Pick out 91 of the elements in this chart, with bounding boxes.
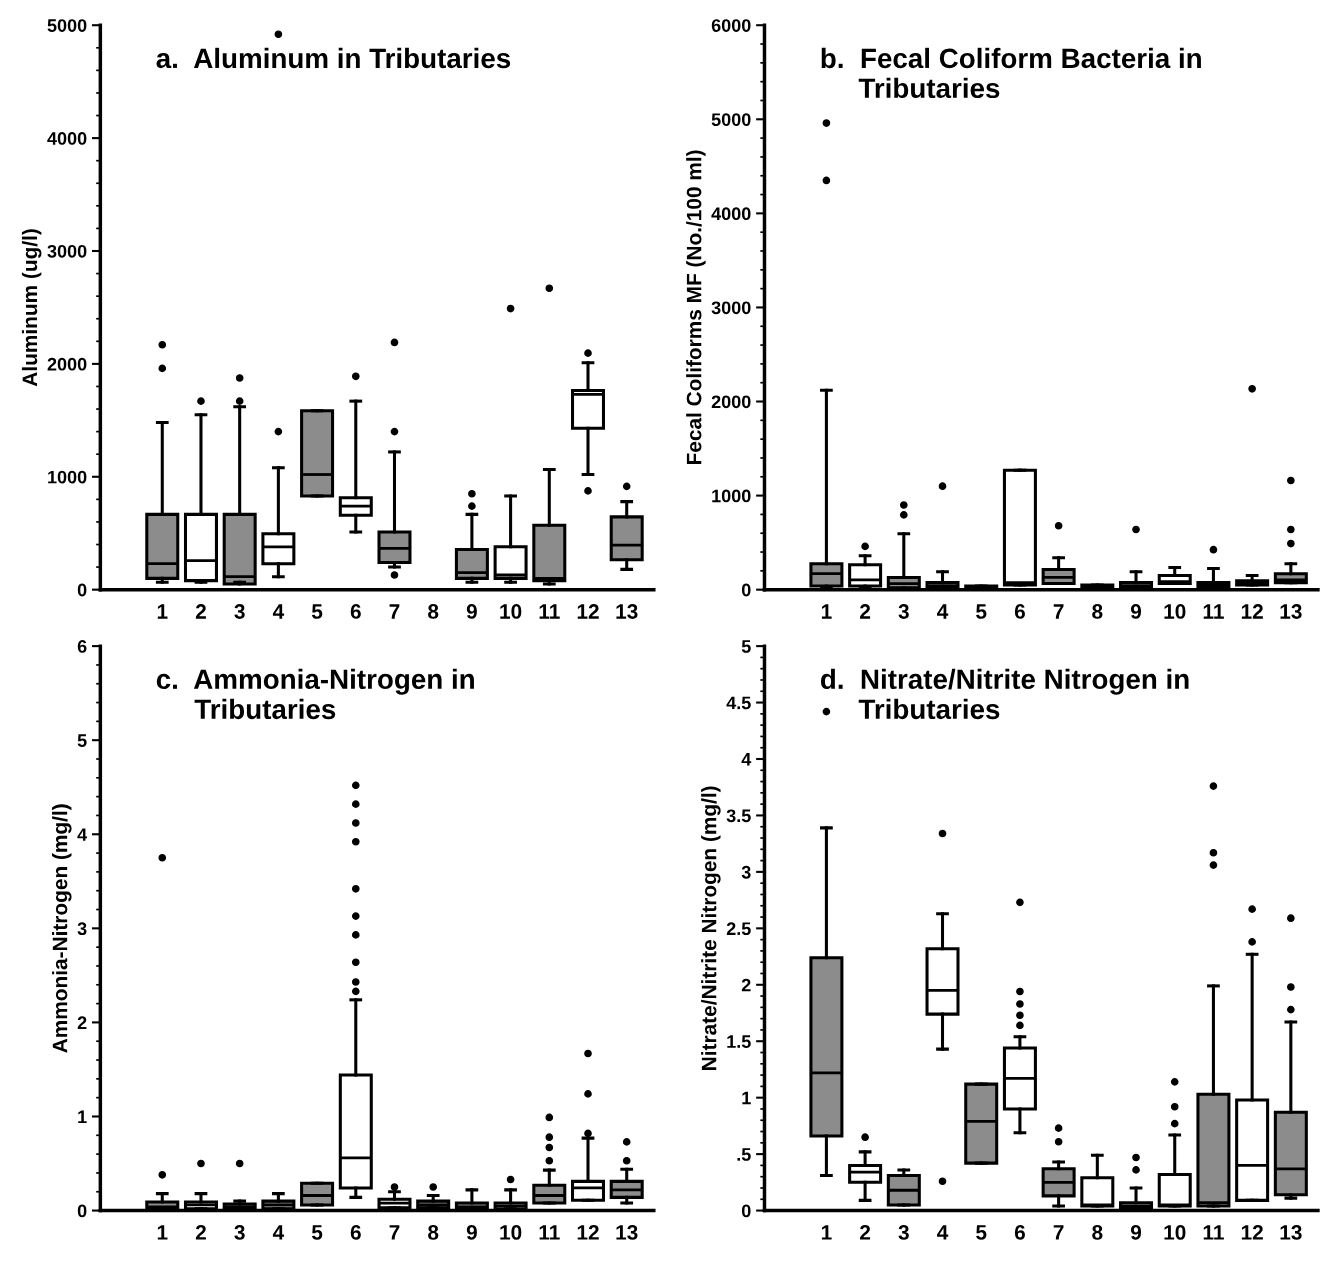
x-tick-label: 9: [1130, 604, 1142, 619]
x-tick-label: 2: [860, 1225, 871, 1240]
x-tick-label: 9: [466, 1225, 477, 1240]
y-tick-label: 4000: [47, 132, 87, 145]
x-tick-label: 6: [1014, 1225, 1025, 1240]
x-tick-label: 4: [937, 1225, 949, 1240]
x-tick-label: 4: [937, 604, 949, 619]
y-tick-label: 1000: [712, 489, 751, 503]
x-tick-label: 13: [1280, 1225, 1302, 1240]
x-tick-label: 8: [1092, 1225, 1103, 1240]
x-tick-label: 8: [428, 604, 439, 619]
x-tick-label: 2: [860, 604, 871, 619]
x-tick-label: 10: [500, 1225, 522, 1240]
y-tick-label: 2000: [711, 395, 751, 409]
x-tick-label: 3: [898, 604, 909, 619]
x-tick-label: 4: [272, 1225, 285, 1240]
x-tick-label: 5: [976, 604, 987, 619]
y-tick-label: 3: [77, 922, 87, 936]
x-tick-label: 6: [1014, 604, 1025, 619]
x-tick-label: 5: [311, 604, 323, 619]
x-tick-label: 12: [577, 1225, 599, 1240]
x-tick-label: 11: [539, 1225, 560, 1240]
x-tick-label: 6: [350, 604, 361, 619]
y-tick-label: 5000: [47, 19, 87, 32]
x-tick-label: 11: [1203, 1225, 1224, 1240]
y-tick-label: 2: [77, 1016, 87, 1029]
y-tick-label: 0: [77, 1204, 87, 1218]
y-tick-label: 4.5: [726, 696, 751, 710]
x-tick-label: 13: [616, 1225, 638, 1240]
y-tick-label: 4: [741, 753, 752, 766]
y-tick-label: 5: [77, 734, 87, 747]
x-tick-label: 5: [311, 1225, 323, 1240]
x-tick-label: 1: [821, 604, 832, 619]
x-tick-label: 8: [428, 1225, 439, 1240]
y-axis-title: Nitrate/Nitrite Nitrogen (mg/l): [701, 786, 721, 1070]
text: c. Ammonia-Nitrogen in Tributaries: [156, 668, 474, 720]
y-tick-label: 2: [741, 978, 751, 992]
y-tick-label: 3: [741, 865, 751, 879]
x-tick-label: 1: [157, 604, 168, 619]
x-tick-label: 5: [976, 1225, 987, 1240]
x-tick-label: 11: [539, 604, 560, 619]
y-axis-title: Fecal Coliforms MF (No./100 ml): [686, 150, 706, 465]
x-tick-label: 12: [1241, 604, 1263, 619]
x-tick-label: 7: [389, 1225, 400, 1240]
x-tick-label: 6: [350, 1225, 361, 1240]
x-tick-label: 1: [821, 1225, 832, 1240]
x-tick-label: 2: [195, 604, 206, 619]
x-tick-label: 10: [500, 604, 522, 619]
x-tick-label: 7: [1053, 1225, 1064, 1240]
y-tick-label: 2.5: [726, 922, 751, 936]
y-tick-label: 5: [741, 640, 751, 653]
x-tick-label: 12: [577, 604, 599, 619]
y-tick-label: 3.5: [726, 809, 751, 823]
x-tick-label: 11: [1203, 604, 1224, 619]
y-tick-label: 3000: [711, 301, 751, 315]
x-tick-label: 8: [1092, 604, 1103, 619]
y-tick-label: 1.5: [727, 1035, 751, 1048]
x-tick-label: 3: [898, 1225, 909, 1240]
x-tick-label: 10: [1164, 604, 1186, 619]
x-tick-label: 12: [1241, 1225, 1263, 1240]
text: b. Fecal Coliform Bacteria in Tributaries: [821, 47, 1201, 99]
y-tick-label: 6000: [711, 19, 751, 32]
y-tick-label: 2000: [47, 357, 87, 371]
y-axis-title: Ammonia-Nitrogen (mg/l): [52, 804, 72, 1053]
y-tick-label: 0: [741, 1204, 751, 1218]
x-tick-label: 1: [157, 1225, 168, 1240]
x-tick-label: 9: [1130, 1225, 1142, 1240]
x-tick-label: 9: [466, 604, 477, 619]
text: d. Nitrate/Nitrite Nitrogen in Tributaries: [820, 668, 1189, 720]
x-tick-label: 13: [1280, 604, 1302, 619]
x-tick-label: 7: [1053, 604, 1064, 619]
y-tick-label: 4000: [711, 207, 751, 221]
y-tick-label: 3000: [47, 244, 87, 258]
x-tick-label: 10: [1164, 1225, 1186, 1240]
y-tick-label: 0: [77, 583, 87, 597]
text: a. Aluminum in Tributaries: [156, 47, 511, 69]
y-tick-label: .5: [737, 1148, 751, 1161]
y-tick-label: 6: [77, 640, 87, 653]
x-tick-label: 7: [389, 604, 400, 619]
x-tick-label: 3: [234, 1225, 245, 1240]
x-tick-label: 3: [234, 604, 245, 619]
y-tick-label: 1: [78, 1110, 87, 1124]
x-tick-label: 4: [272, 604, 285, 619]
x-tick-label: 13: [616, 604, 638, 619]
y-axis-title: Aluminum (ug/l): [21, 229, 42, 387]
y-tick-label: 4: [77, 828, 88, 841]
y-tick-label: 0: [741, 583, 751, 597]
y-tick-label: 1000: [48, 470, 87, 484]
x-tick-label: 2: [195, 1225, 206, 1240]
y-tick-label: 5000: [711, 113, 751, 127]
y-tick-label: 1: [742, 1091, 751, 1105]
